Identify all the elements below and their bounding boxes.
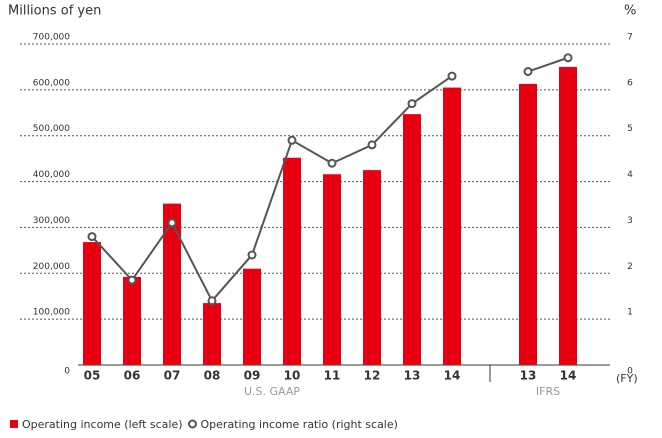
x-tick-label: 12 [364,369,381,383]
legend-label: Operating income (left scale) [22,418,183,431]
y2-tick-label: 7 [627,33,633,43]
ratio-point [563,53,573,63]
x-tick-label: 13 [404,369,421,383]
y-tick-label: 100,000 [33,308,70,318]
ratio-point [247,250,257,260]
bar [163,203,181,365]
y2-tick-label: 2 [627,262,633,272]
ratio-point [367,140,377,150]
y-tick-label: 600,000 [33,78,70,88]
ratio-point [127,275,137,285]
x-tick-label: 08 [204,369,221,383]
legend-label: Operating income ratio (right scale) [201,418,398,431]
bar [519,83,537,365]
legend-marker [188,419,198,429]
y-tick-label: 400,000 [33,170,70,180]
x-tick-label: 07 [164,369,181,383]
ratio-point [407,99,417,109]
y2-tick-label: 4 [627,170,633,180]
bar [283,157,301,365]
y-tick-label: 500,000 [33,124,70,134]
bar [203,303,221,365]
y2-tick-label: 3 [627,216,633,226]
x-tick-label: 14 [560,369,577,383]
bar [559,66,577,365]
x-tick-label: 06 [124,369,141,383]
ratio-line [527,56,569,73]
x-tick-label: 10 [284,369,301,383]
y2-tick-label: 6 [627,78,633,88]
y2-tick-label: 0 [627,367,633,377]
ratio-point [447,71,457,81]
ratio-point [167,218,177,228]
ratio-point [523,67,533,77]
bar [243,268,261,365]
x-tick-label: 14 [444,369,461,383]
y-tick-label: 700,000 [33,33,70,43]
ratio-point [87,232,97,242]
x-group-label: U.S. GAAP [244,385,300,398]
bar [363,170,381,365]
ratio-point [207,296,217,306]
y2-axis-title: % [624,4,636,19]
y-tick-label: 200,000 [33,262,70,272]
x-tick-label: 11 [324,369,341,383]
y-tick-label: 300,000 [33,216,70,226]
ratio-point [287,135,297,145]
x-tick-label: 05 [84,369,101,383]
y2-tick-label: 5 [627,124,633,134]
legend-swatch [10,420,18,428]
bar [443,87,461,366]
x-tick-label: 13 [520,369,537,383]
bar [83,242,101,365]
y2-tick-label: 1 [627,308,633,318]
bar [123,276,141,365]
y-axis-title: Millions of yen [8,4,101,19]
x-tick-label: 09 [244,369,261,383]
y-tick-label: 0 [64,367,70,377]
ratio-line [91,75,453,303]
bar [323,174,341,365]
x-unit: (FY) [616,372,638,385]
bar [403,114,421,365]
x-group-label: IFRS [536,385,560,398]
ratio-point [327,158,337,168]
